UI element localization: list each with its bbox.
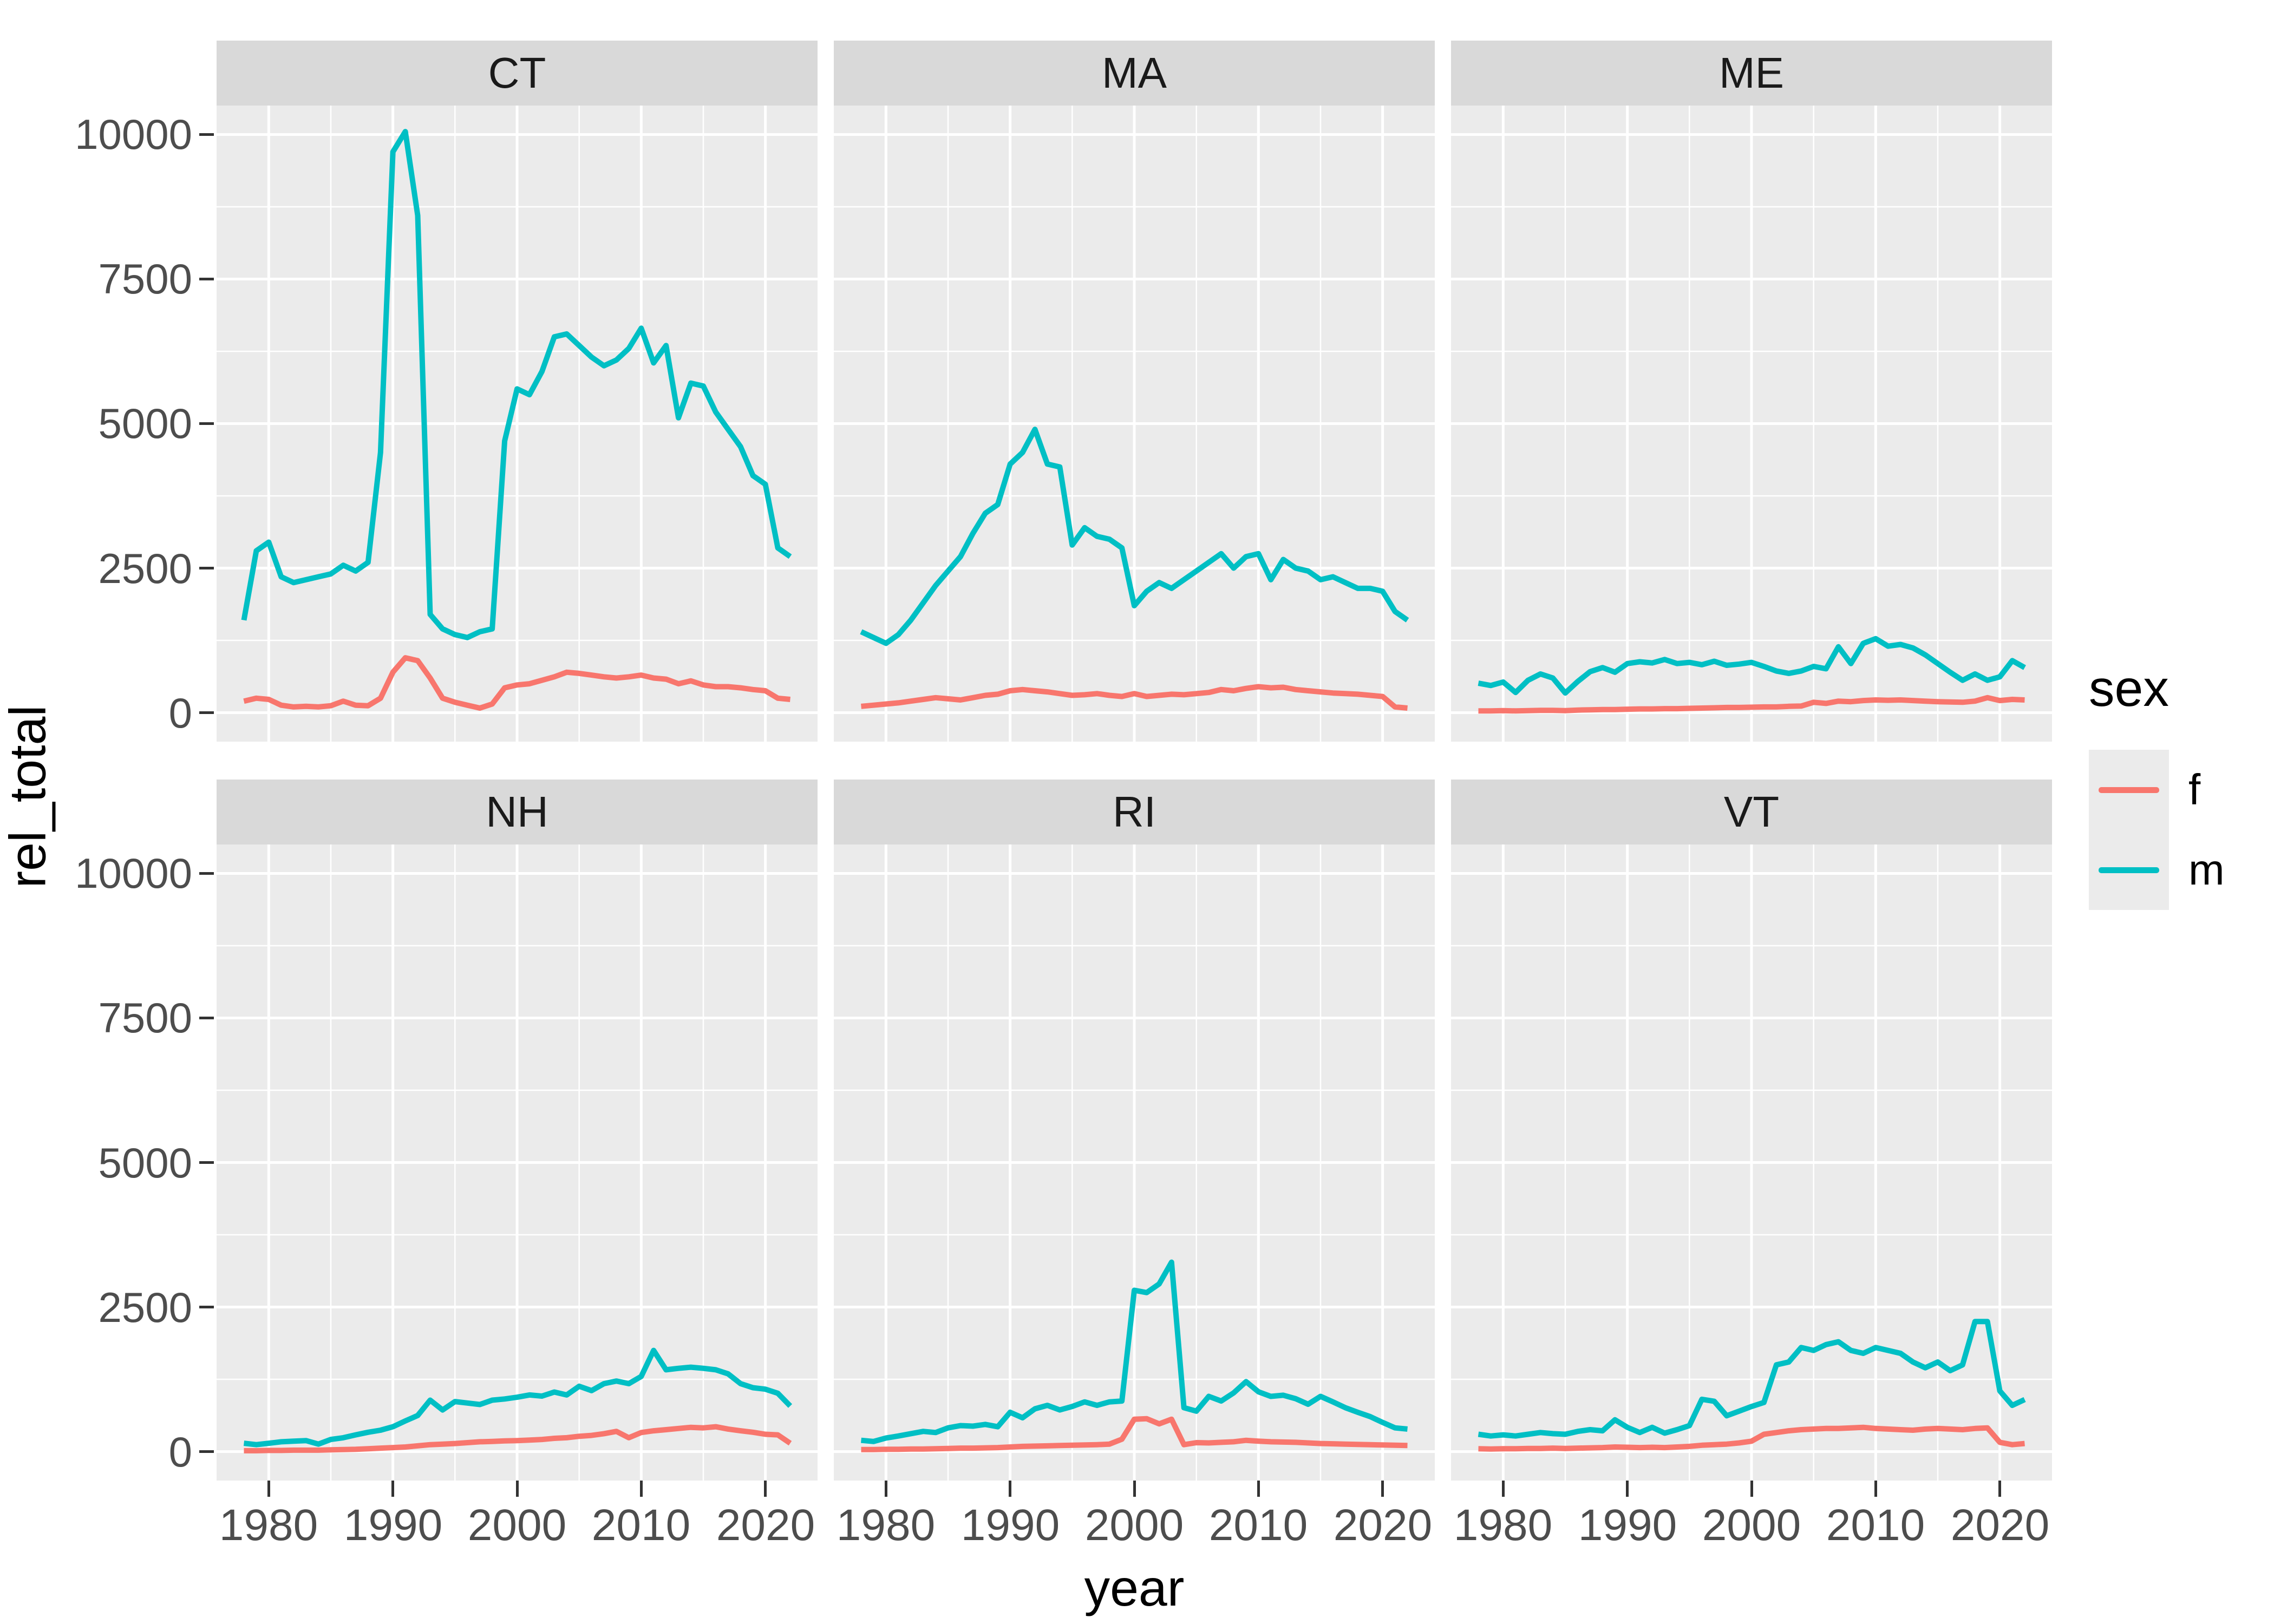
facet-panel-vt <box>1451 844 2052 1481</box>
facet-strip-label: ME <box>1719 49 1784 97</box>
x-tick-label: 2000 <box>1702 1501 1801 1550</box>
facet-panel-me <box>1451 106 2052 742</box>
x-tick-mark <box>1257 1481 1260 1497</box>
line-series-m <box>243 1347 793 1448</box>
x-tick-label: 2010 <box>1208 1501 1308 1550</box>
y-tick-label: 7500 <box>98 255 192 303</box>
x-tick-mark <box>1133 1481 1136 1497</box>
legend-key-m <box>2089 830 2169 910</box>
x-tick-label: 2000 <box>467 1501 567 1550</box>
x-tick-label: 1980 <box>219 1501 318 1550</box>
y-tick-label: 7500 <box>98 994 192 1042</box>
x-tick-label: 2010 <box>1826 1501 1925 1550</box>
facet-strip-label: VT <box>1723 788 1780 836</box>
line-series-f <box>1478 1424 2025 1452</box>
y-tick-mark <box>199 1450 214 1453</box>
line-series-m <box>1478 636 2026 696</box>
y-tick-label: 2500 <box>98 1284 192 1331</box>
x-tick-label: 1980 <box>836 1501 936 1550</box>
x-tick-mark <box>1381 1481 1384 1497</box>
x-tick-label: 1990 <box>1578 1501 1677 1550</box>
x-tick-mark <box>1874 1481 1877 1497</box>
x-tick-label: 2020 <box>1333 1501 1433 1550</box>
x-tick-mark <box>640 1481 643 1497</box>
facet-panel-ma <box>834 106 1435 742</box>
y-tick-mark <box>199 278 214 280</box>
y-tick-label: 10000 <box>75 110 192 158</box>
facet-panel-ri <box>834 844 1435 1481</box>
facet-strip-vt: VT <box>1451 780 2052 844</box>
y-tick-mark <box>199 1161 214 1164</box>
y-tick-mark <box>199 1017 214 1019</box>
panel-plot-area <box>217 844 818 1481</box>
line-series-f <box>1478 695 2025 714</box>
x-tick-mark <box>267 1481 270 1497</box>
facet-strip-label: RI <box>1113 788 1156 836</box>
x-tick-label: 1990 <box>960 1501 1060 1550</box>
x-tick-label: 1990 <box>343 1501 443 1550</box>
legend-line-f-icon <box>2099 787 2159 793</box>
x-axis-title: year <box>1084 1560 1185 1617</box>
y-tick-label: 10000 <box>75 849 192 897</box>
facet-panel-ct <box>217 106 818 742</box>
line-series-f <box>861 1416 1408 1452</box>
y-tick-label: 2500 <box>98 545 192 592</box>
x-tick-mark <box>1998 1481 2001 1497</box>
panel-plot-area <box>834 106 1435 742</box>
y-tick-label: 5000 <box>98 1139 192 1187</box>
facet-strip-label: MA <box>1102 49 1167 97</box>
x-tick-mark <box>885 1481 887 1497</box>
y-tick-label: 0 <box>168 1428 192 1476</box>
facet-strip-ct: CT <box>217 41 818 106</box>
x-tick-mark <box>391 1481 394 1497</box>
x-tick-mark <box>1750 1481 1753 1497</box>
x-tick-label: 2000 <box>1084 1501 1184 1550</box>
line-series-m <box>1478 1319 2026 1439</box>
panel-plot-area <box>834 844 1435 1481</box>
y-tick-mark <box>199 133 214 136</box>
y-tick-label: 0 <box>168 689 192 737</box>
legend-title: sex <box>2089 660 2169 717</box>
y-tick-mark <box>199 711 214 714</box>
y-tick-label: 5000 <box>98 400 192 447</box>
facet-panel-nh <box>217 844 818 1481</box>
x-tick-mark <box>1009 1481 1011 1497</box>
x-tick-label: 2020 <box>1950 1501 2050 1550</box>
x-tick-mark <box>764 1481 767 1497</box>
legend-line-m-icon <box>2099 867 2159 873</box>
x-tick-mark <box>1626 1481 1629 1497</box>
panel-plot-area <box>1451 106 2052 742</box>
y-axis-title: rel_total <box>0 705 57 888</box>
facet-strip-ma: MA <box>834 41 1435 106</box>
panel-plot-area <box>1451 844 2052 1481</box>
panel-plot-area <box>217 106 818 742</box>
facet-strip-nh: NH <box>217 780 818 844</box>
legend-label-f: f <box>2188 765 2201 814</box>
x-tick-mark <box>1502 1481 1505 1497</box>
facet-strip-label: CT <box>488 49 546 97</box>
facet-strip-me: ME <box>1451 41 2052 106</box>
line-series-m <box>860 427 1409 646</box>
facet-strip-ri: RI <box>834 780 1435 844</box>
y-tick-mark <box>199 1306 214 1308</box>
x-tick-label: 2020 <box>716 1501 815 1550</box>
legend-label-m: m <box>2188 846 2225 894</box>
y-tick-mark <box>199 422 214 425</box>
line-series-f <box>244 1424 792 1453</box>
line-series-m <box>241 129 792 640</box>
x-tick-label: 1980 <box>1453 1501 1553 1550</box>
x-tick-label: 2010 <box>591 1501 691 1550</box>
x-tick-mark <box>516 1481 519 1497</box>
facet-strip-label: NH <box>486 788 548 836</box>
line-series-m <box>861 1259 1408 1444</box>
y-tick-mark <box>199 567 214 569</box>
line-series-f <box>243 655 790 711</box>
legend-key-f <box>2089 750 2169 830</box>
line-series-f <box>861 684 1408 711</box>
y-tick-mark <box>199 872 214 875</box>
